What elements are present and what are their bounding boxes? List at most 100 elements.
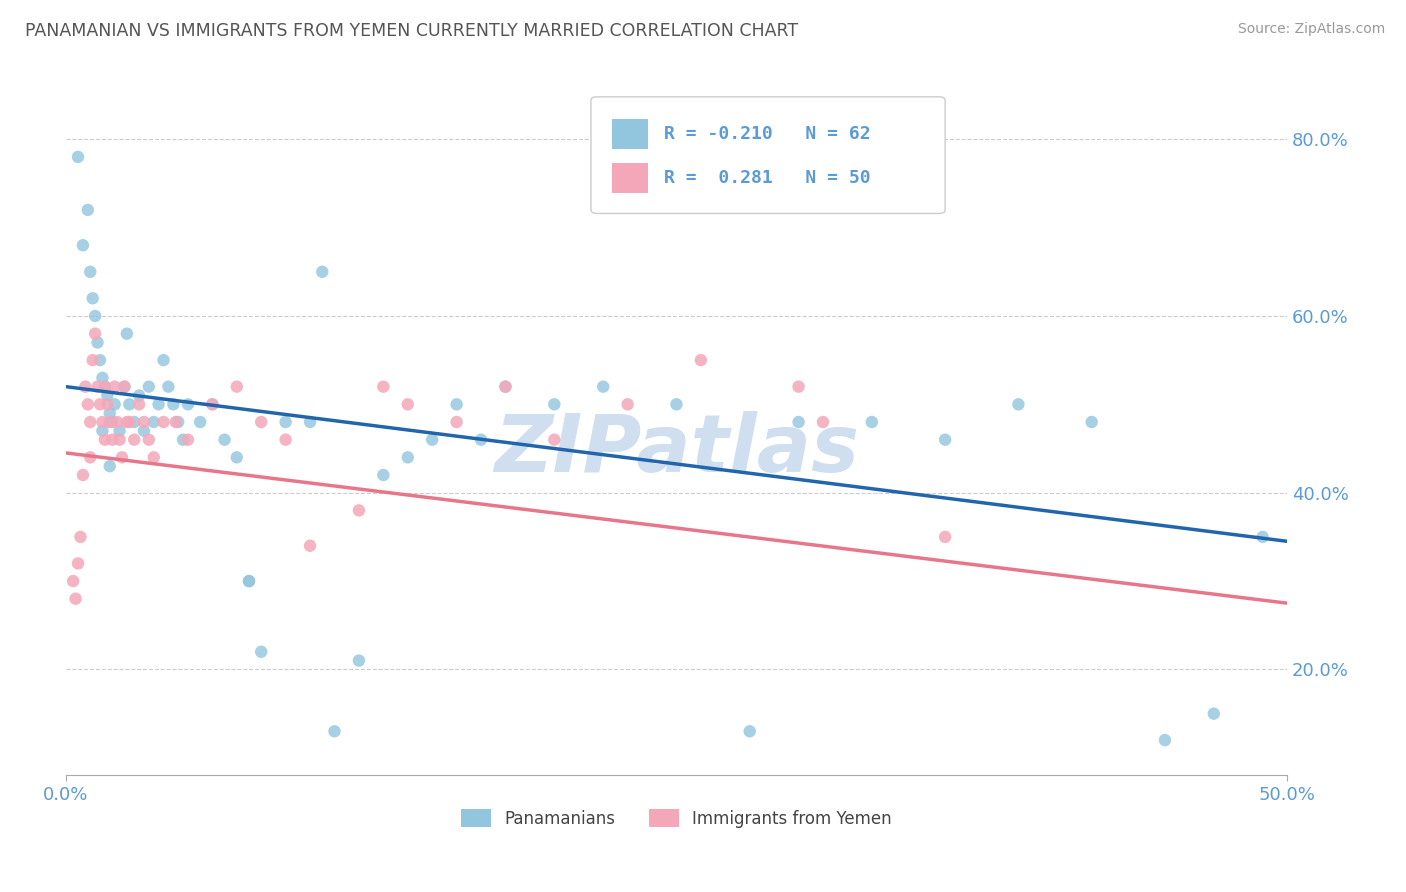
- Point: [811, 415, 834, 429]
- Point: [86, 335, 108, 350]
- Point: [111, 450, 134, 465]
- Bar: [612, 163, 648, 193]
- Point: [86, 379, 108, 393]
- Text: R = -0.210   N = 62: R = -0.210 N = 62: [664, 125, 870, 144]
- Point: [115, 326, 138, 341]
- Point: [66, 150, 89, 164]
- Point: [311, 265, 333, 279]
- Point: [79, 450, 101, 465]
- Point: [446, 415, 468, 429]
- Point: [82, 353, 104, 368]
- Point: [128, 397, 150, 411]
- Text: R =  0.281   N = 50: R = 0.281 N = 50: [664, 169, 870, 187]
- Point: [420, 433, 443, 447]
- Point: [373, 379, 395, 393]
- Point: [132, 424, 155, 438]
- Point: [82, 291, 104, 305]
- Point: [94, 379, 117, 393]
- Point: [177, 397, 200, 411]
- Point: [94, 433, 117, 447]
- Point: [396, 397, 419, 411]
- Point: [152, 353, 174, 368]
- Point: [177, 433, 200, 447]
- Point: [201, 397, 224, 411]
- Point: [96, 388, 118, 402]
- Point: [934, 530, 956, 544]
- Bar: [612, 120, 648, 149]
- Point: [65, 591, 87, 606]
- Point: [138, 379, 160, 393]
- Point: [238, 574, 260, 588]
- Point: [225, 450, 247, 465]
- Point: [89, 397, 111, 411]
- Point: [214, 433, 236, 447]
- Point: [108, 433, 131, 447]
- Point: [84, 309, 107, 323]
- Point: [118, 415, 141, 429]
- Point: [118, 397, 141, 411]
- Text: ZIPatlas: ZIPatlas: [494, 411, 859, 490]
- Point: [104, 397, 127, 411]
- Point: [76, 202, 98, 217]
- Point: [142, 450, 165, 465]
- Point: [934, 433, 956, 447]
- Point: [274, 433, 297, 447]
- Point: [396, 450, 419, 465]
- Point: [91, 415, 114, 429]
- Point: [152, 415, 174, 429]
- Point: [76, 397, 98, 411]
- Point: [148, 397, 170, 411]
- Point: [162, 397, 184, 411]
- Point: [470, 433, 492, 447]
- Point: [543, 433, 565, 447]
- Point: [495, 379, 517, 393]
- Point: [62, 574, 84, 588]
- Point: [347, 654, 370, 668]
- Point: [115, 415, 138, 429]
- Point: [101, 415, 124, 429]
- Point: [592, 379, 614, 393]
- Point: [142, 415, 165, 429]
- Point: [138, 433, 160, 447]
- Point: [69, 530, 91, 544]
- Point: [299, 415, 322, 429]
- Point: [689, 353, 711, 368]
- Point: [1080, 415, 1102, 429]
- Point: [172, 433, 194, 447]
- Point: [157, 379, 180, 393]
- Point: [373, 468, 395, 483]
- Point: [225, 379, 247, 393]
- Point: [860, 415, 883, 429]
- Point: [167, 415, 190, 429]
- Point: [188, 415, 211, 429]
- Point: [1007, 397, 1029, 411]
- Point: [543, 397, 565, 411]
- Point: [122, 433, 145, 447]
- Point: [1202, 706, 1225, 721]
- Point: [91, 371, 114, 385]
- Point: [84, 326, 107, 341]
- Point: [787, 379, 810, 393]
- Point: [250, 415, 273, 429]
- Point: [89, 353, 111, 368]
- Point: [104, 379, 127, 393]
- Point: [75, 379, 97, 393]
- Text: Source: ZipAtlas.com: Source: ZipAtlas.com: [1237, 22, 1385, 37]
- Point: [98, 415, 121, 429]
- Point: [66, 557, 89, 571]
- Point: [787, 415, 810, 429]
- Point: [347, 503, 370, 517]
- Point: [112, 379, 135, 393]
- Point: [72, 468, 94, 483]
- Point: [274, 415, 297, 429]
- Point: [446, 397, 468, 411]
- Point: [122, 415, 145, 429]
- Point: [165, 415, 187, 429]
- Point: [91, 424, 114, 438]
- Point: [105, 415, 128, 429]
- Point: [79, 265, 101, 279]
- Point: [299, 539, 322, 553]
- Point: [79, 415, 101, 429]
- Point: [98, 406, 121, 420]
- Point: [1154, 733, 1177, 747]
